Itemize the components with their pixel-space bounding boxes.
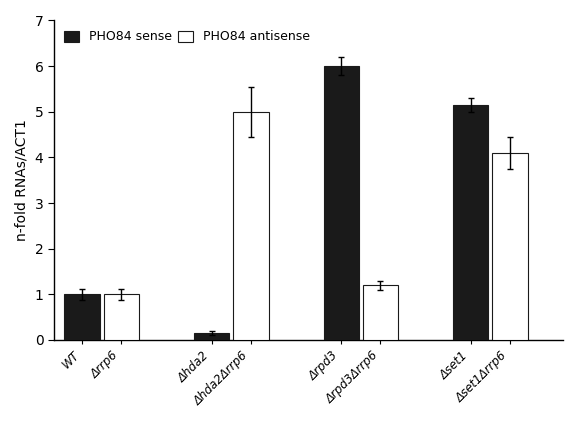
Bar — [194, 333, 229, 340]
Bar — [324, 66, 359, 340]
Bar — [363, 285, 398, 340]
Bar — [64, 294, 100, 340]
Legend: PHO84 sense, PHO84 antisense: PHO84 sense, PHO84 antisense — [60, 27, 314, 47]
Bar — [103, 294, 139, 340]
Bar — [453, 105, 488, 340]
Y-axis label: n-fold RNAs/ACT1: n-fold RNAs/ACT1 — [15, 119, 29, 241]
Bar — [492, 153, 528, 340]
Bar — [234, 112, 269, 340]
